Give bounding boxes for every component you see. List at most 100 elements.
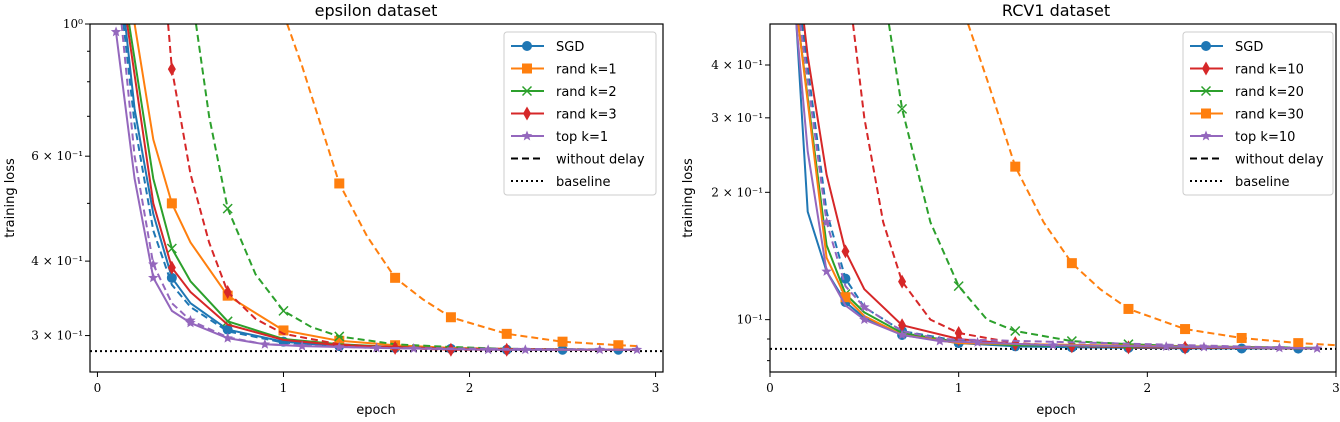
data-point-square: [1066, 258, 1077, 269]
legend-label: rand k=30: [1235, 108, 1304, 123]
legend-label: SGD: [1235, 40, 1263, 55]
y-tick-label: 10⁰: [63, 17, 83, 31]
y-tick-label: 6 × 10⁻¹: [31, 149, 83, 163]
data-point-x: [953, 281, 964, 292]
axes-frame: [769, 23, 1337, 373]
data-point-star: [859, 314, 870, 325]
y-tick-label: 4 × 10⁻¹: [711, 58, 763, 72]
circle-legend-marker: [1201, 41, 1211, 51]
data-point-star: [934, 335, 946, 346]
data-point-diamond: [167, 62, 176, 77]
data-point-star: [821, 216, 832, 227]
diamond-legend-marker: [523, 106, 531, 121]
data-point-square: [557, 336, 568, 347]
data-point-diamond: [954, 325, 963, 340]
x-axis-label: epoch: [356, 403, 396, 418]
y-axis-label: training loss: [681, 158, 696, 238]
series-line-rand-k-30-dashed: [967, 24, 1336, 347]
data-point-star: [408, 343, 419, 353]
square-legend-marker: [1201, 108, 1211, 119]
data-point-star: [1311, 342, 1323, 353]
x-tick-label: 3: [1332, 381, 1340, 395]
legend-label: without delay: [556, 153, 645, 168]
x-tick-label: 0: [766, 381, 774, 395]
x-tick-label: 1: [280, 381, 288, 395]
data-point-square: [1236, 332, 1247, 343]
plot-rcv1: RCV1 dataset epoch training loss: [681, 1, 1110, 418]
data-point-x: [1010, 325, 1021, 337]
x-tick-label: 0: [94, 381, 102, 395]
x-tick-label: 3: [652, 381, 660, 395]
data-point-square: [1293, 338, 1304, 349]
chart-title: epsilon dataset: [315, 1, 438, 20]
star-legend-marker: [1200, 130, 1212, 141]
legend-label: rand k=10: [1235, 63, 1304, 78]
data-point-square: [501, 328, 512, 339]
x-axis-label: epoch: [1036, 403, 1076, 418]
legend-box: [1182, 31, 1334, 196]
data-point-star: [896, 329, 908, 340]
data-point-square: [166, 198, 177, 209]
y-axis-label: training loss: [3, 158, 18, 238]
x-tick-label: 2: [1144, 381, 1152, 395]
legend-label: baseline: [1235, 175, 1289, 190]
legend-label: rand k=3: [556, 108, 617, 123]
data-point-star: [148, 272, 159, 283]
series-group: [110, 24, 643, 357]
data-point-square: [840, 292, 851, 303]
data-point-square: [445, 312, 456, 323]
circle-legend-marker: [522, 41, 532, 51]
data-point-square: [1010, 161, 1021, 172]
y-tick-label: 2 × 10⁻¹: [711, 185, 763, 199]
data-point-star: [222, 332, 233, 343]
data-point-square: [390, 272, 401, 283]
data-point-diamond: [841, 244, 850, 259]
data-point-star: [482, 344, 494, 355]
data-point-star: [1047, 339, 1059, 350]
y-tick-label: 4 × 10⁻¹: [31, 254, 83, 268]
legend-label: SGD: [556, 40, 584, 55]
chart-title: RCV1 dataset: [1002, 1, 1110, 20]
data-point-x: [222, 203, 233, 214]
data-point-square: [334, 335, 345, 346]
data-point-star: [296, 340, 308, 351]
data-point-x: [897, 103, 908, 114]
series-group: [795, 24, 1336, 355]
legend-label: top k=10: [1235, 130, 1295, 145]
legend-label: without delay: [1235, 153, 1324, 168]
data-point-star: [594, 344, 605, 355]
legend-label: rand k=2: [556, 85, 617, 100]
data-point-star: [148, 258, 159, 269]
legend-box: [503, 31, 657, 196]
data-point-diamond: [167, 260, 176, 275]
data-point-square: [1180, 324, 1191, 335]
data-point-square: [613, 340, 624, 351]
legend-label: rand k=20: [1235, 85, 1304, 100]
x-tick-label: 1: [955, 381, 963, 395]
data-point-x: [278, 305, 289, 316]
x-legend-marker: [521, 85, 533, 97]
data-point-star: [1160, 341, 1172, 352]
data-point-diamond: [898, 274, 907, 289]
x-tick-label: 2: [466, 381, 474, 395]
data-point-square: [1123, 303, 1134, 314]
legend-label: rand k=1: [556, 63, 617, 78]
data-point-square: [334, 178, 345, 189]
x-legend-marker: [1200, 85, 1212, 97]
diamond-legend-marker: [1202, 61, 1210, 76]
plot-area-1: 0 1 2 3 4 × 10⁻¹ 3 × 10⁻¹ 2 × 10⁻¹ 10⁻¹ SGD rand …: [711, 23, 1340, 395]
legend-label: top k=1: [556, 130, 608, 145]
legend-label: baseline: [556, 175, 610, 190]
plot-epsilon: epsilon dataset epoch training loss: [3, 1, 437, 418]
data-point-x: [166, 243, 177, 254]
series-line-rand-k-1-dashed: [286, 24, 638, 348]
y-tick-label: 10⁻¹: [737, 313, 763, 327]
y-tick-label: 3 × 10⁻¹: [711, 111, 763, 125]
data-point-star: [859, 301, 870, 312]
legend: SGD rand k=10 rand k=20 rand k=30 top k=10 wi…: [1182, 31, 1334, 196]
data-point-star: [185, 314, 196, 325]
data-point-star: [110, 26, 122, 37]
plot-area-0: 0 1 2 3 10⁰ 6 × 10⁻¹ 4 × 10⁻¹ 3 × 10⁻¹ SGD rand k…: [31, 17, 664, 395]
data-point-diamond: [223, 285, 232, 300]
